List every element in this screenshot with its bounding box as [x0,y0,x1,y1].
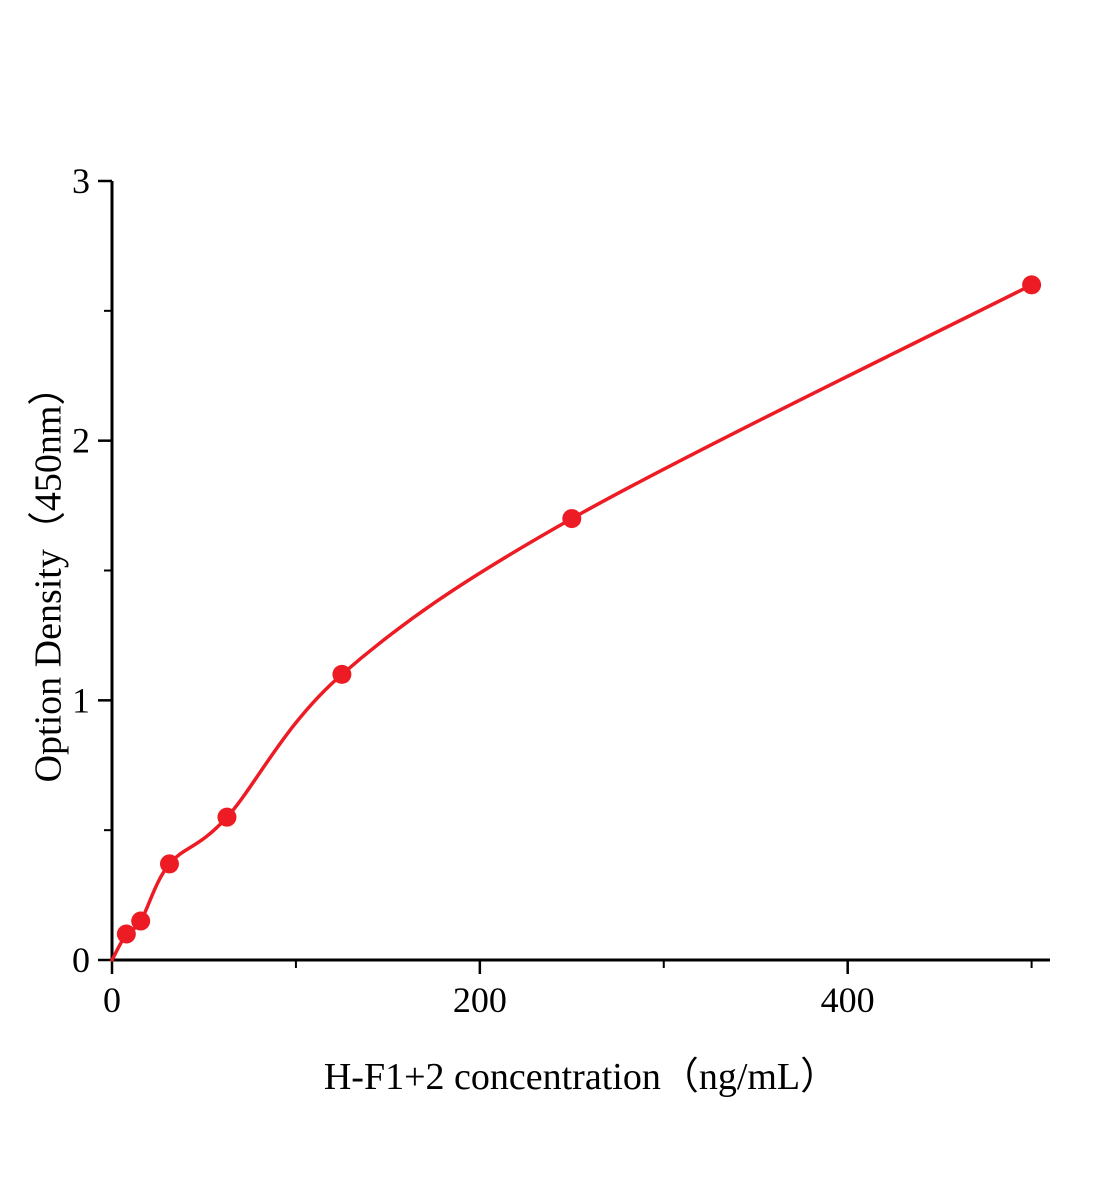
data-point [332,664,352,684]
curve-path [110,283,1034,962]
data-point [562,509,582,529]
y-axis-title: Option Density（450nm） [27,367,70,783]
x-tick-label: 0 [103,980,121,1020]
y-tick-label: 3 [72,161,90,201]
y-tick-label: 1 [72,680,90,720]
x-tick-label: 400 [821,980,875,1020]
data-point [159,854,179,874]
x-axis-title: H-F1+2 concentration（ng/mL） [323,1056,839,1098]
y-tick-label: 2 [72,421,90,461]
data-point [116,924,136,944]
x-tick-label: 200 [453,980,507,1020]
data-point [217,807,237,827]
data-point [131,911,151,931]
data-point [1022,275,1042,295]
y-tick-label: 0 [72,940,90,980]
